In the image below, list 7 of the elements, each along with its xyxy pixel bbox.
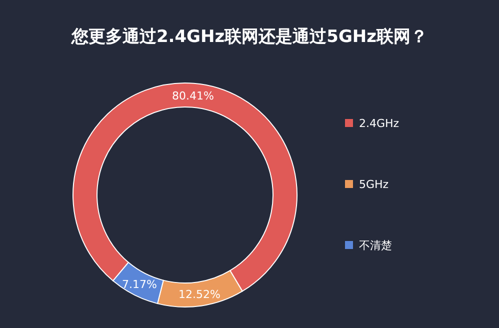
data-label: 7.17% (122, 278, 157, 292)
data-label: 80.41% (172, 89, 214, 102)
legend-label: 2.4GHz (359, 117, 400, 130)
data-label: 12.52% (178, 288, 220, 301)
chart-title: 您更多通过2.4GHz联网还是通过5GHz联网？ (70, 27, 428, 47)
legend-label: 5GHz (359, 178, 389, 191)
legend-label: 不清楚 (359, 239, 392, 252)
